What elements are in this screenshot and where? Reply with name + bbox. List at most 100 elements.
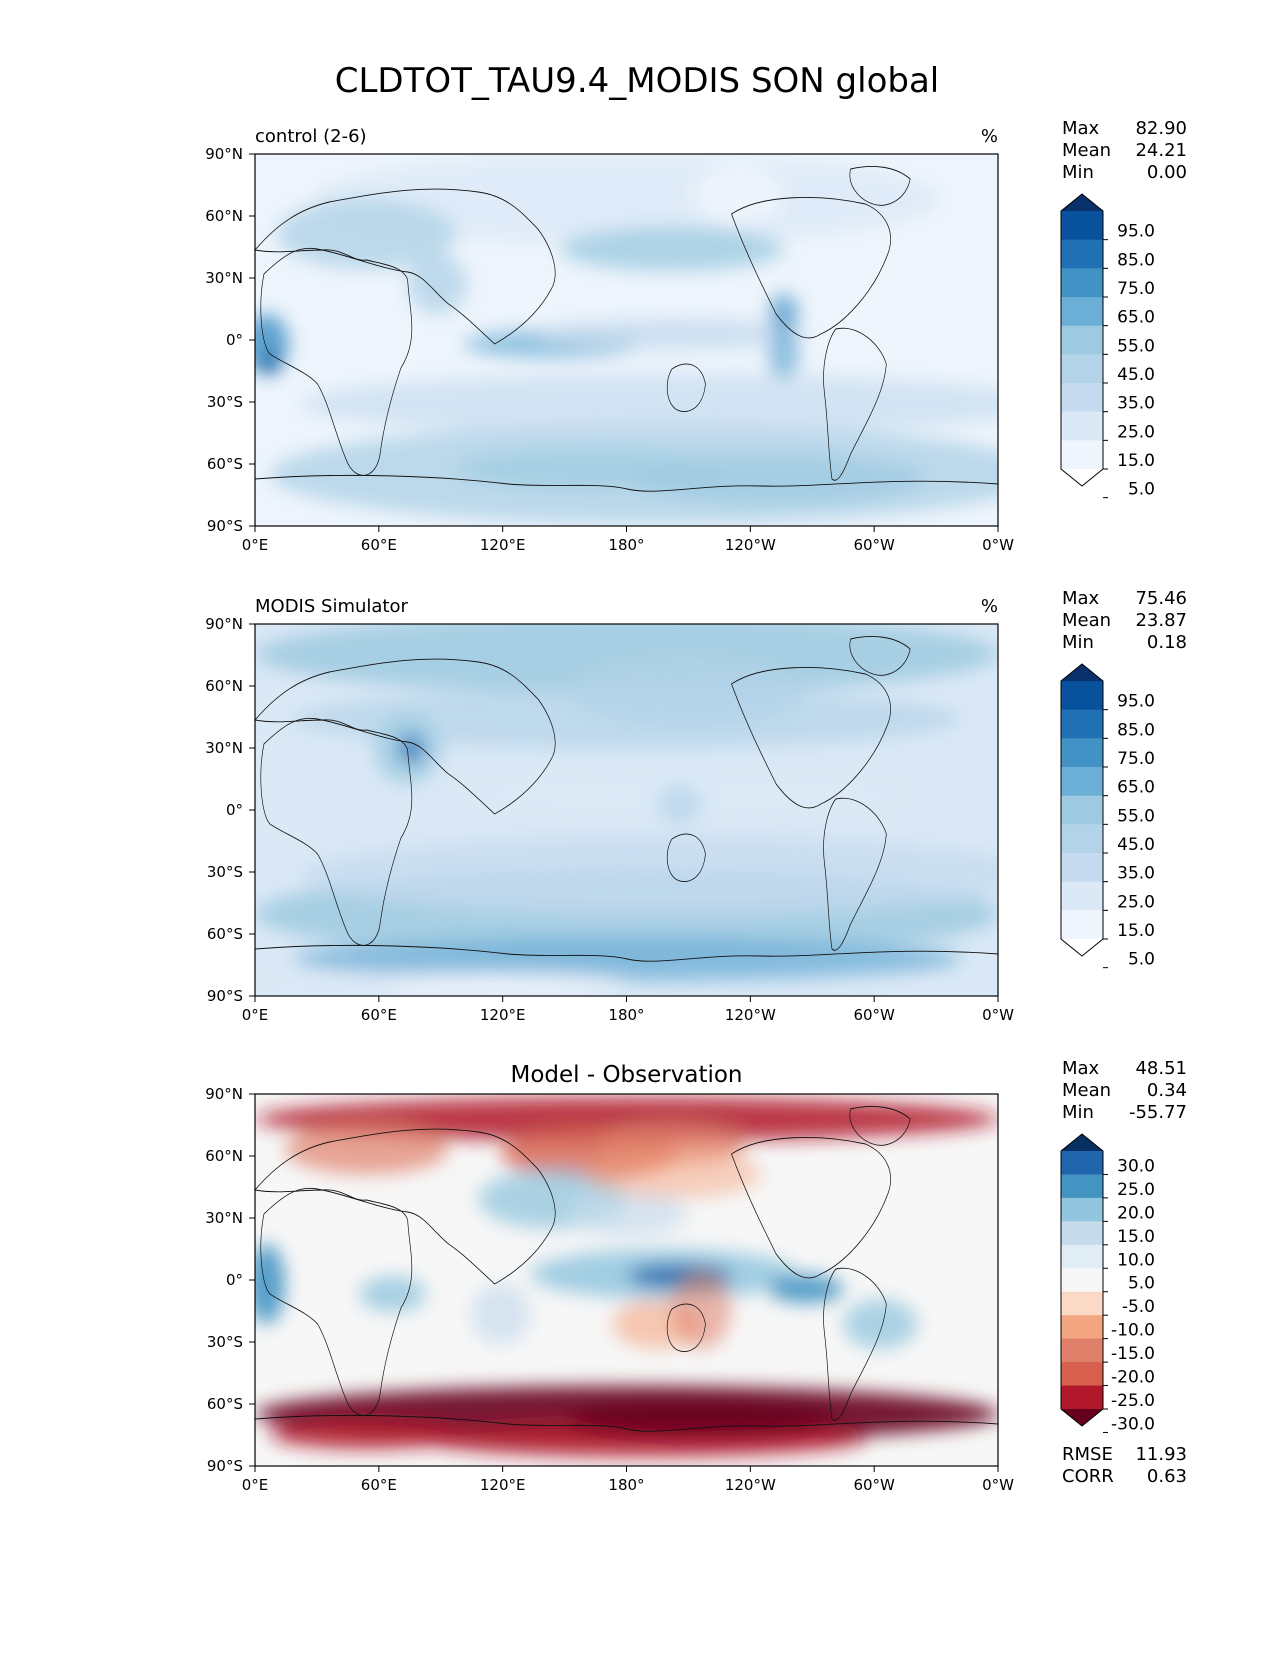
map-contour-region xyxy=(694,164,784,224)
colorbar-tick-label: 15.0 xyxy=(1117,1227,1155,1247)
map-contour-region xyxy=(671,1269,732,1349)
x-tick-label: 0°W xyxy=(982,1476,1014,1494)
x-tick-label: 0°W xyxy=(982,1006,1014,1024)
figure-title: CLDTOT_TAU9.4_MODIS SON global xyxy=(335,61,939,101)
colorbar-tick-label: 30.0 xyxy=(1117,1156,1155,1176)
colorbar-tick-label: -20.0 xyxy=(1111,1368,1155,1388)
colorbar-tick-label: 45.0 xyxy=(1117,835,1155,855)
colorbar-segment xyxy=(1061,1315,1103,1340)
colorbar: 95.0 85.0 75.0 65.0 55.0 45.0 35.0 25.0 15.0 5.0 xyxy=(1060,193,1155,500)
colorbar-tick-label: -5.0 xyxy=(1122,1297,1155,1317)
colorbar-extend-bottom xyxy=(1061,939,1103,956)
colorbar-segment xyxy=(1061,1174,1103,1199)
colorbar-segment xyxy=(1061,910,1103,940)
colorbar-extend-top xyxy=(1061,664,1103,681)
coastline xyxy=(260,717,413,946)
map-contour-region xyxy=(567,1401,836,1437)
map-contour-region xyxy=(582,1149,762,1199)
coastline xyxy=(666,833,706,883)
colorbar-segment xyxy=(1061,1385,1103,1410)
y-tick-label: 60°N xyxy=(205,1147,243,1165)
colorbar-tick-label: 25.0 xyxy=(1117,1180,1155,1200)
map-contour-region xyxy=(277,199,457,269)
y-tick-label: 60°N xyxy=(205,207,243,225)
map-contour-region xyxy=(299,374,998,434)
map-contour-region xyxy=(768,1275,844,1303)
map-contour-region xyxy=(260,354,279,374)
panel-stats: Max 75.46 Mean 23.87 Min 0.18 xyxy=(1062,588,1187,653)
x-tick-label: 60°W xyxy=(853,1006,895,1024)
colorbar-segment xyxy=(1061,411,1103,441)
coastlines xyxy=(255,1106,998,1432)
map-panel-control: 0°E 60°E 120°E 180° 120°W 60°W 0°W 90°N 60°N 30°N… xyxy=(205,126,1014,554)
colorbar-segment xyxy=(1061,853,1103,883)
x-tick-label: 60°E xyxy=(361,536,397,554)
colorbar-tick-label: 15.0 xyxy=(1117,921,1155,941)
colorbar-segment xyxy=(1061,325,1103,355)
map-contour-region xyxy=(456,449,725,489)
x-tick-label: 60°E xyxy=(361,1006,397,1024)
stat-label: CORR xyxy=(1062,1466,1114,1487)
x-tick-label: 0°E xyxy=(242,1006,269,1024)
map-contour-region xyxy=(567,1192,687,1236)
coastline xyxy=(255,944,998,962)
panel-left-title: control (2-6) xyxy=(255,126,367,147)
map-contour-region xyxy=(768,294,799,334)
coastline xyxy=(731,197,891,339)
colorbar-segment xyxy=(1061,681,1103,711)
y-tick-label: 90°S xyxy=(207,1457,243,1475)
stat-value: 75.46 xyxy=(1135,588,1187,609)
y-tick-label: 90°N xyxy=(205,615,243,633)
colorbar-tick-label: 65.0 xyxy=(1117,778,1155,798)
x-tick-label: 180° xyxy=(608,536,644,554)
coastlines xyxy=(255,166,998,492)
colorbar-tick-label: 5.0 xyxy=(1128,480,1155,500)
colorbar-tick-label: -15.0 xyxy=(1111,1344,1155,1364)
colorbar-tick-label: 5.0 xyxy=(1128,1274,1155,1294)
panel-units: % xyxy=(981,126,998,147)
panel-title: Model - Observation xyxy=(510,1062,742,1088)
colorbar-segment xyxy=(1061,709,1103,739)
stat-value: 0.00 xyxy=(1147,162,1187,183)
coastline xyxy=(255,474,998,492)
x-tick-label: 60°W xyxy=(853,536,895,554)
colorbar-tick-label: 25.0 xyxy=(1117,422,1155,442)
stat-value: 0.63 xyxy=(1147,1466,1187,1487)
y-tick-label: 60°S xyxy=(207,455,243,473)
x-tick-label: 120°E xyxy=(480,1476,526,1494)
coastline xyxy=(849,636,911,676)
stat-value: -55.77 xyxy=(1129,1102,1187,1123)
stat-value: 0.18 xyxy=(1147,632,1187,653)
map-contour-region xyxy=(567,659,806,729)
coastline xyxy=(849,1106,911,1146)
y-tick-label: 30°N xyxy=(205,1209,243,1227)
colorbar-tick-label: 85.0 xyxy=(1117,720,1155,740)
coastline xyxy=(260,247,413,476)
y-tick-label: 60°N xyxy=(205,677,243,695)
colorbar-tick-label: 35.0 xyxy=(1117,864,1155,884)
map-contour-region xyxy=(359,974,628,994)
stat-label: Mean xyxy=(1062,610,1111,631)
colorbar-segment xyxy=(1061,738,1103,768)
y-tick-label: 90°N xyxy=(205,145,243,163)
stat-label: Max xyxy=(1062,588,1100,609)
x-tick-label: 120°W xyxy=(725,1006,776,1024)
colorbar-segment xyxy=(1061,767,1103,797)
map-contour-region xyxy=(407,254,468,314)
colorbar-tick-label: 35.0 xyxy=(1117,394,1155,414)
colorbar-segment xyxy=(1061,824,1103,854)
coastline xyxy=(255,1414,998,1432)
coastline xyxy=(823,1267,887,1421)
colorbar-tick-label: 75.0 xyxy=(1117,279,1155,299)
x-tick-label: 180° xyxy=(608,1476,644,1494)
map-contour-region xyxy=(255,1244,285,1324)
stat-value: 0.34 xyxy=(1147,1080,1187,1101)
map-contour-region xyxy=(657,784,702,824)
map-contour-region xyxy=(560,227,784,271)
stat-label: Min xyxy=(1062,1102,1094,1123)
stat-value: 11.93 xyxy=(1135,1444,1187,1465)
coastline xyxy=(823,797,887,951)
colorbar-tick-label: 55.0 xyxy=(1117,806,1155,826)
colorbar-tick-label: 95.0 xyxy=(1117,692,1155,712)
colorbar-segment xyxy=(1061,1362,1103,1387)
